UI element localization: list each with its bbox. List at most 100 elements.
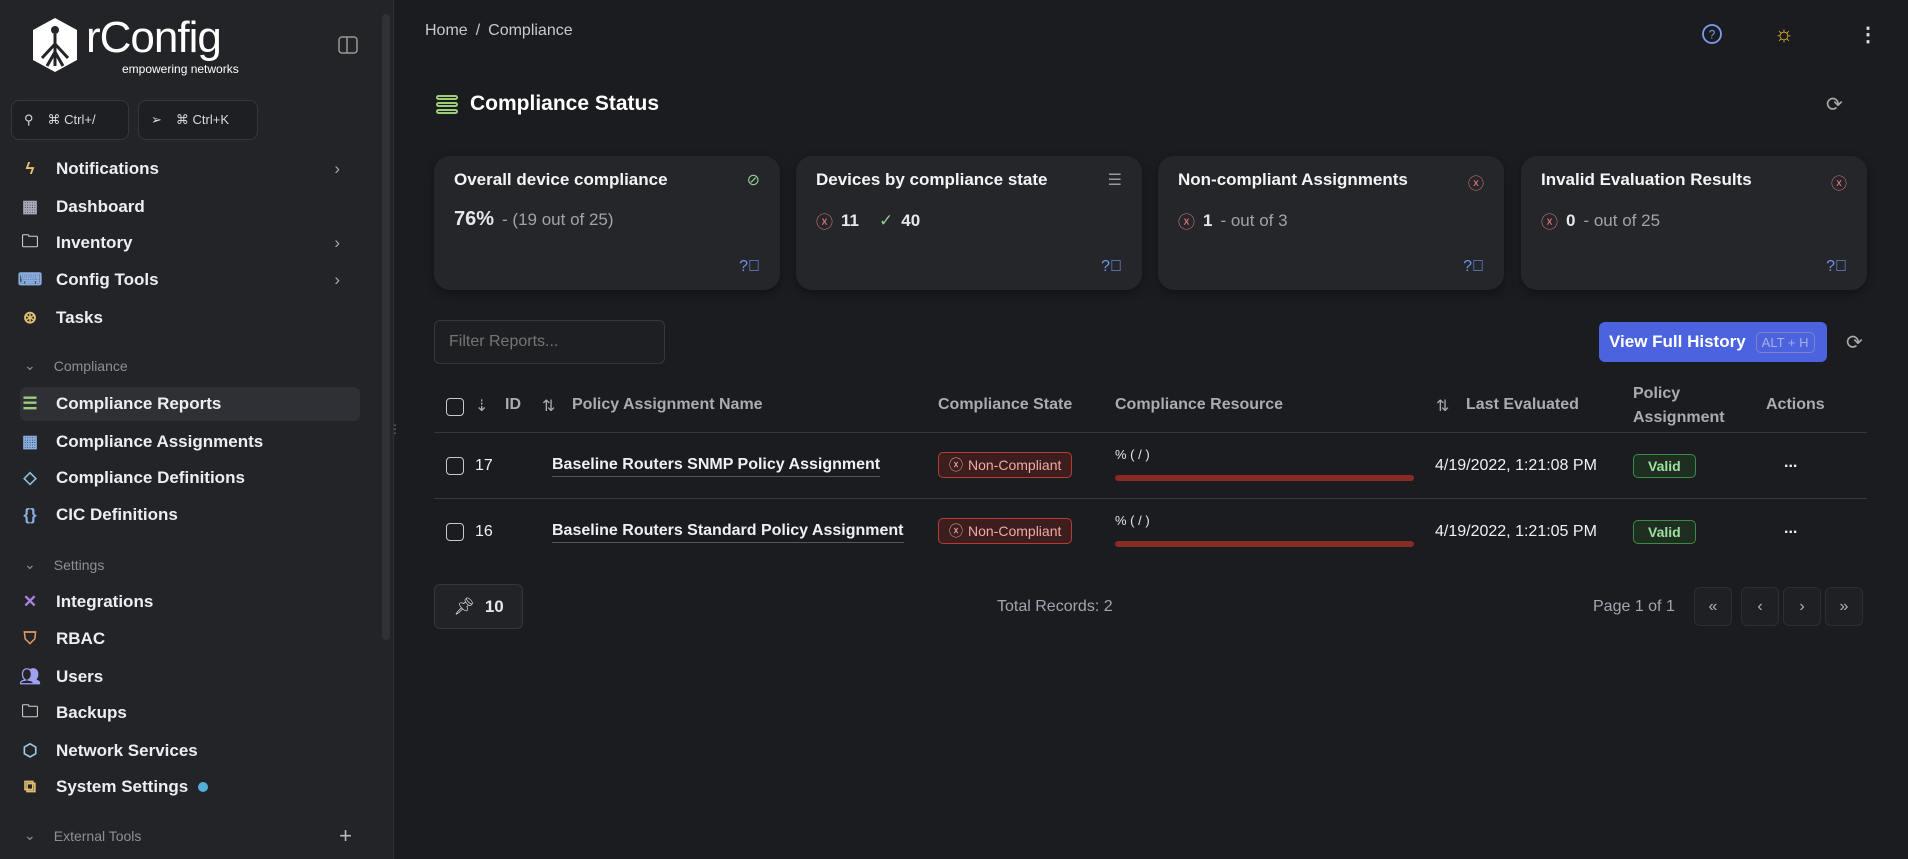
more-vertical-icon[interactable]: ⋮ (1858, 23, 1878, 46)
tasks-icon: ⊛ (22, 308, 38, 327)
sidebar: rConfig empowering networks ⚲ ⌘ Ctrl+/ ➢ ⌘… (0, 0, 394, 859)
prev-page-button[interactable]: ‹ (1741, 587, 1779, 626)
card-title: Overall device compliance (454, 170, 668, 189)
header-actions: Actions (1766, 396, 1825, 413)
divider (434, 432, 1867, 433)
help-bubble-icon[interactable]: ?⃝ (1463, 258, 1484, 275)
row-actions-button[interactable]: ... (1784, 454, 1798, 471)
last-evaluated: 4/19/2022, 1:21:05 PM (1435, 523, 1597, 540)
svg-text:?: ? (1709, 28, 1716, 42)
sidebar-item-tasks[interactable]: ⊛ Tasks (20, 301, 360, 335)
collapse-sidebar-icon[interactable] (338, 36, 358, 59)
filter-reports-input[interactable] (434, 320, 665, 364)
refresh-table-icon[interactable]: ⟳ (1846, 332, 1863, 354)
check-circle-icon: ✓ (878, 210, 894, 230)
sidebar-item-label: Config Tools (56, 270, 159, 289)
backup-icon: 🗀︎ (21, 701, 39, 721)
help-bubble-icon[interactable]: ?⃝ (1826, 258, 1847, 275)
sidebar-item-compliance-definitions[interactable]: ◇ Compliance Definitions (20, 461, 360, 495)
check-circle-icon: ⊘ (746, 172, 760, 189)
page-indicator: Page 1 of 1 (1593, 598, 1675, 615)
card-overall-compliance: Overall device compliance ⊘ 76% - (19 out… (434, 156, 780, 290)
terminal-icon: ⌨︎ (17, 270, 43, 289)
help-bubble-icon[interactable]: ?⃝ (1101, 258, 1122, 275)
sidebar-item-compliance-assignments[interactable]: ▦ Compliance Assignments (20, 425, 360, 459)
page-size-button[interactable]: 📌︎ 10 (434, 584, 523, 629)
card-noncompliant-assignments: Non-compliant Assignments ⓧ ⓧ 1 - out of 3… (1158, 156, 1504, 290)
sidebar-item-rbac[interactable]: ⛉ RBAC (20, 622, 360, 656)
list-icon: ☰ (1107, 172, 1122, 189)
card-detail: - out of 25 (1583, 210, 1661, 230)
sidebar-item-config-tools[interactable]: ⌨︎ Config Tools › (17, 263, 360, 297)
shortcut-hint: ALT + H (1755, 331, 1815, 353)
row-checkbox[interactable] (446, 523, 464, 541)
search-shortcut-label: ⌘ Ctrl+/ (47, 112, 96, 127)
sidebar-item-compliance-reports[interactable]: ☰ Compliance Reports (20, 387, 360, 421)
compliance-resource: % ( / ) (1115, 447, 1150, 462)
refresh-icon[interactable]: ⟳ (1826, 94, 1843, 116)
help-bubble-icon[interactable]: ?⃝ (739, 258, 760, 275)
section-external-tools[interactable]: ⌄ External Tools + (24, 823, 364, 848)
command-shortcut-button[interactable]: ➢ ⌘ Ctrl+K (138, 100, 258, 140)
sidebar-item-label: Inventory (56, 233, 133, 252)
sidebar-item-backups[interactable]: 🗀︎ Backups (20, 696, 360, 730)
sort-icon[interactable]: ⇅ (1436, 398, 1450, 415)
chevron-right-icon: › (334, 159, 340, 178)
card-value: 1 (1203, 210, 1213, 230)
section-label: Settings (53, 556, 105, 573)
total-records: Total Records: 2 (997, 598, 1113, 615)
theme-toggle-sun-icon[interactable]: ☼ (1773, 21, 1795, 46)
add-icon[interactable]: + (339, 822, 352, 848)
view-full-history-button[interactable]: View Full History ALT + H (1599, 322, 1827, 362)
sidebar-scrollbar[interactable] (382, 14, 390, 640)
sort-desc-icon[interactable]: ⇣ (475, 398, 489, 415)
chevron-down-icon: ⌄ (24, 556, 36, 572)
last-page-button[interactable]: » (1825, 587, 1863, 626)
chevron-right-icon: › (334, 233, 340, 252)
policy-assignment-link[interactable]: Baseline Routers SNMP Policy Assignment (552, 456, 881, 477)
card-title: Invalid Evaluation Results (1541, 170, 1752, 189)
sidebar-item-label: Users (56, 667, 104, 686)
header-last-evaluated[interactable]: Last Evaluated (1466, 396, 1579, 413)
header-name[interactable]: Policy Assignment Name (572, 396, 763, 413)
section-compliance[interactable]: ⌄ Compliance (24, 357, 364, 374)
section-settings[interactable]: ⌄ Settings (24, 556, 364, 573)
search-shortcut-button[interactable]: ⚲ ⌘ Ctrl+/ (11, 100, 129, 140)
next-page-button[interactable]: › (1783, 587, 1821, 626)
sidebar-item-system-settings[interactable]: ⧉ System Settings (20, 770, 360, 804)
policy-assignment-link[interactable]: Baseline Routers Standard Policy Assignm… (552, 522, 904, 543)
help-icon[interactable]: ? (1700, 22, 1724, 46)
x-circle-icon: ⓧ (1541, 213, 1558, 232)
sidebar-item-integrations[interactable]: ✕ Integrations (20, 585, 360, 619)
page-header: Compliance Status (436, 92, 659, 116)
resize-handle[interactable]: ⋮ (389, 422, 401, 436)
sort-icon[interactable]: ⇅ (542, 398, 556, 415)
header-state: Compliance State (938, 396, 1073, 413)
sidebar-item-label: Backups (56, 703, 127, 722)
button-label: View Full History (1609, 332, 1746, 351)
sidebar-item-network-services[interactable]: ⬡ Network Services (20, 734, 360, 768)
page-size-value: 10 (484, 596, 504, 616)
sidebar-item-notifications[interactable]: ϟ Notifications › (20, 152, 360, 186)
row-actions-button[interactable]: ... (1784, 520, 1798, 537)
sidebar-item-users[interactable]: 👥︎ Users (19, 660, 360, 694)
header-id[interactable]: ID (505, 396, 521, 413)
grid-icon: ▦ (21, 432, 39, 451)
select-all-checkbox[interactable] (446, 398, 464, 416)
breadcrumb-home[interactable]: Home (425, 22, 468, 39)
divider (434, 498, 1867, 499)
header-resource: Compliance Resource (1115, 396, 1284, 413)
sidebar-item-label: Compliance Reports (56, 394, 222, 413)
sidebar-item-inventory[interactable]: 🗀︎ Inventory › (20, 226, 360, 260)
first-page-button[interactable]: « (1694, 587, 1732, 626)
sidebar-item-label: RBAC (56, 629, 106, 648)
box-icon: ⬡ (22, 741, 38, 760)
breadcrumb-current: Compliance (488, 22, 573, 39)
logo[interactable]: rConfig empowering networks (30, 13, 239, 76)
card-title: Devices by compliance state (816, 170, 1048, 189)
page-title: Compliance Status (470, 92, 660, 115)
brand-name: rConfig (86, 13, 222, 62)
sidebar-item-cic-definitions[interactable]: {} CIC Definitions (20, 498, 360, 532)
row-checkbox[interactable] (446, 457, 464, 475)
sidebar-item-dashboard[interactable]: ▦ Dashboard (20, 190, 360, 224)
